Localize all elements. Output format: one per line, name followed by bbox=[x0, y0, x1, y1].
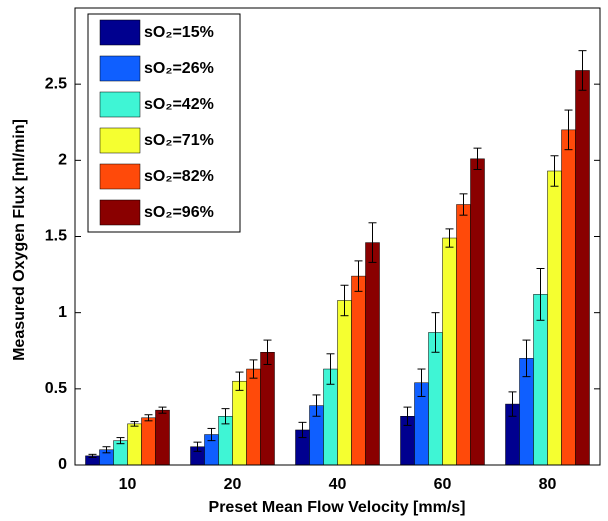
x-tick-label: 60 bbox=[434, 476, 452, 493]
error-bar bbox=[564, 109, 573, 151]
error-bar bbox=[144, 414, 153, 422]
error-bar bbox=[473, 147, 482, 170]
x-tick-label: 10 bbox=[119, 476, 137, 493]
y-tick-label: 0 bbox=[58, 456, 67, 473]
error-bar bbox=[263, 339, 272, 365]
legend-label: sO₂=71% bbox=[144, 132, 214, 149]
bar bbox=[365, 242, 380, 466]
error-bar bbox=[249, 359, 258, 379]
y-tick-label: 2 bbox=[58, 152, 67, 169]
error-bar bbox=[459, 193, 468, 216]
error-bar bbox=[116, 437, 125, 445]
bar bbox=[575, 70, 590, 466]
bar bbox=[141, 417, 156, 466]
error-bar bbox=[326, 353, 335, 385]
x-tick-label: 80 bbox=[539, 476, 557, 493]
bar bbox=[113, 440, 128, 466]
plot-frame bbox=[74, 7, 601, 466]
bar bbox=[260, 352, 275, 466]
error-bar bbox=[578, 50, 587, 91]
error-bar bbox=[340, 284, 349, 317]
legend-swatch bbox=[99, 55, 141, 82]
error-bar bbox=[536, 267, 545, 321]
bar bbox=[155, 409, 170, 466]
error-bar bbox=[207, 427, 216, 442]
x-tick-label: 40 bbox=[329, 476, 347, 493]
error-bar bbox=[354, 260, 363, 292]
legend-swatch bbox=[99, 199, 141, 226]
legend-label: sO₂=15% bbox=[144, 24, 214, 41]
y-tick-label: 2.5 bbox=[45, 75, 67, 92]
x-tick-label: 20 bbox=[224, 476, 242, 493]
error-bar bbox=[368, 222, 377, 263]
legend-label: sO₂=96% bbox=[144, 204, 214, 221]
bar bbox=[232, 380, 247, 466]
legend-swatch bbox=[99, 91, 141, 118]
error-bar bbox=[508, 391, 517, 417]
y-tick-label: 1 bbox=[58, 304, 67, 321]
bar bbox=[561, 129, 576, 466]
legend-swatch bbox=[99, 19, 141, 46]
error-bar bbox=[403, 406, 412, 426]
error-bar bbox=[235, 371, 244, 391]
error-bar bbox=[221, 408, 230, 425]
bar bbox=[547, 170, 562, 466]
legend-label: sO₂=42% bbox=[144, 96, 214, 113]
y-axis-label: Measured Oxygen Flux [ml/min] bbox=[11, 119, 28, 361]
bar bbox=[246, 368, 261, 466]
bar bbox=[337, 300, 352, 466]
legend-swatch bbox=[99, 163, 141, 190]
error-bar bbox=[88, 453, 97, 458]
error-bar bbox=[431, 312, 440, 353]
legend-box bbox=[87, 13, 241, 233]
bar bbox=[127, 423, 142, 466]
error-bar bbox=[417, 368, 426, 397]
bar bbox=[470, 158, 485, 466]
error-bar bbox=[550, 155, 559, 187]
error-bar bbox=[445, 228, 454, 248]
legend-label: sO₂=26% bbox=[144, 60, 214, 77]
error-bar bbox=[193, 441, 202, 452]
y-tick-label: 1.5 bbox=[45, 228, 67, 245]
bar bbox=[351, 275, 366, 466]
error-bar bbox=[130, 421, 139, 427]
bar bbox=[456, 204, 471, 466]
y-tick-label: 0.5 bbox=[45, 380, 67, 397]
bar bbox=[442, 237, 457, 466]
legend-label: sO₂=82% bbox=[144, 168, 214, 185]
legend-swatch bbox=[99, 127, 141, 154]
error-bar bbox=[312, 394, 321, 417]
x-axis-label: Preset Mean Flow Velocity [mm/s] bbox=[209, 499, 466, 516]
error-bar bbox=[522, 339, 531, 378]
error-bar bbox=[298, 421, 307, 439]
error-bar bbox=[158, 406, 167, 414]
error-bar bbox=[102, 446, 111, 454]
